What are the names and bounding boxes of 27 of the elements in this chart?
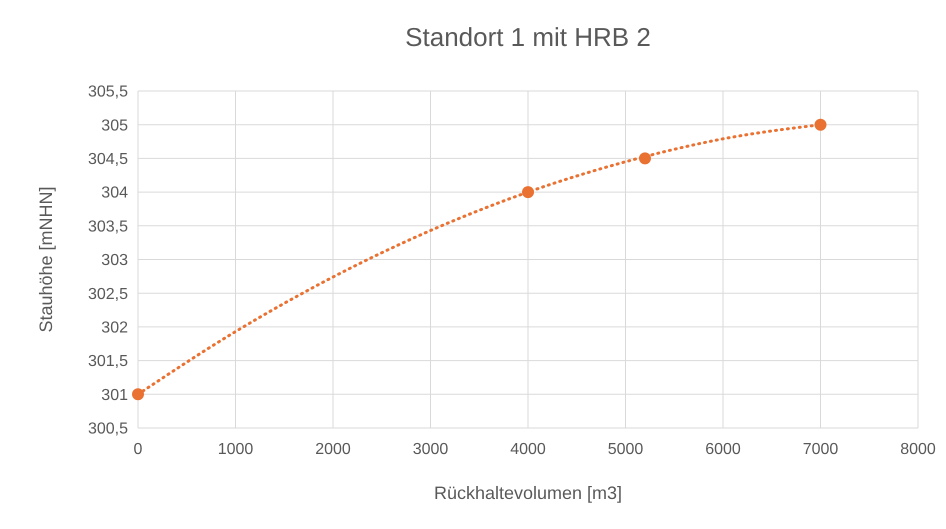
- point: [522, 186, 534, 198]
- point: [132, 388, 144, 400]
- x-tick-label: 4000: [510, 441, 546, 458]
- point: [639, 152, 651, 164]
- y-tick-label: 304,5: [88, 151, 128, 168]
- y-tick-label: 302: [101, 320, 128, 336]
- x-tick-label: 6000: [705, 441, 741, 458]
- chart-title: Standort 1 mit HRB 2: [405, 22, 651, 52]
- y-tick-label: 303: [101, 252, 128, 270]
- x-axis-title: Rückhaltevolumen [m3]: [434, 483, 622, 503]
- y-tick-label: 302,5: [88, 286, 128, 303]
- point: [814, 118, 826, 131]
- x-tick-label: 0: [134, 441, 143, 458]
- y-axis-title: Stauhöhe [mNHN]: [36, 186, 56, 333]
- x-tick-label: 2000: [315, 441, 351, 458]
- x-tick-label: 8000: [900, 441, 936, 458]
- y-tick-label: 301: [101, 386, 128, 404]
- y-tick-label: 301,5: [88, 353, 128, 370]
- y-tick-label: 304: [101, 184, 128, 202]
- x-tick-label: 3000: [412, 441, 448, 458]
- x-tick-label: 5000: [608, 441, 644, 458]
- y-tick-label: 303,5: [88, 218, 128, 236]
- y-tick-label: 305: [101, 117, 128, 134]
- y-tick-label: 300,5: [88, 420, 128, 438]
- x-tick-label: 1000: [218, 441, 254, 458]
- x-tick-label: 7000: [802, 441, 838, 458]
- y-tick-label: 305,5: [88, 84, 128, 101]
